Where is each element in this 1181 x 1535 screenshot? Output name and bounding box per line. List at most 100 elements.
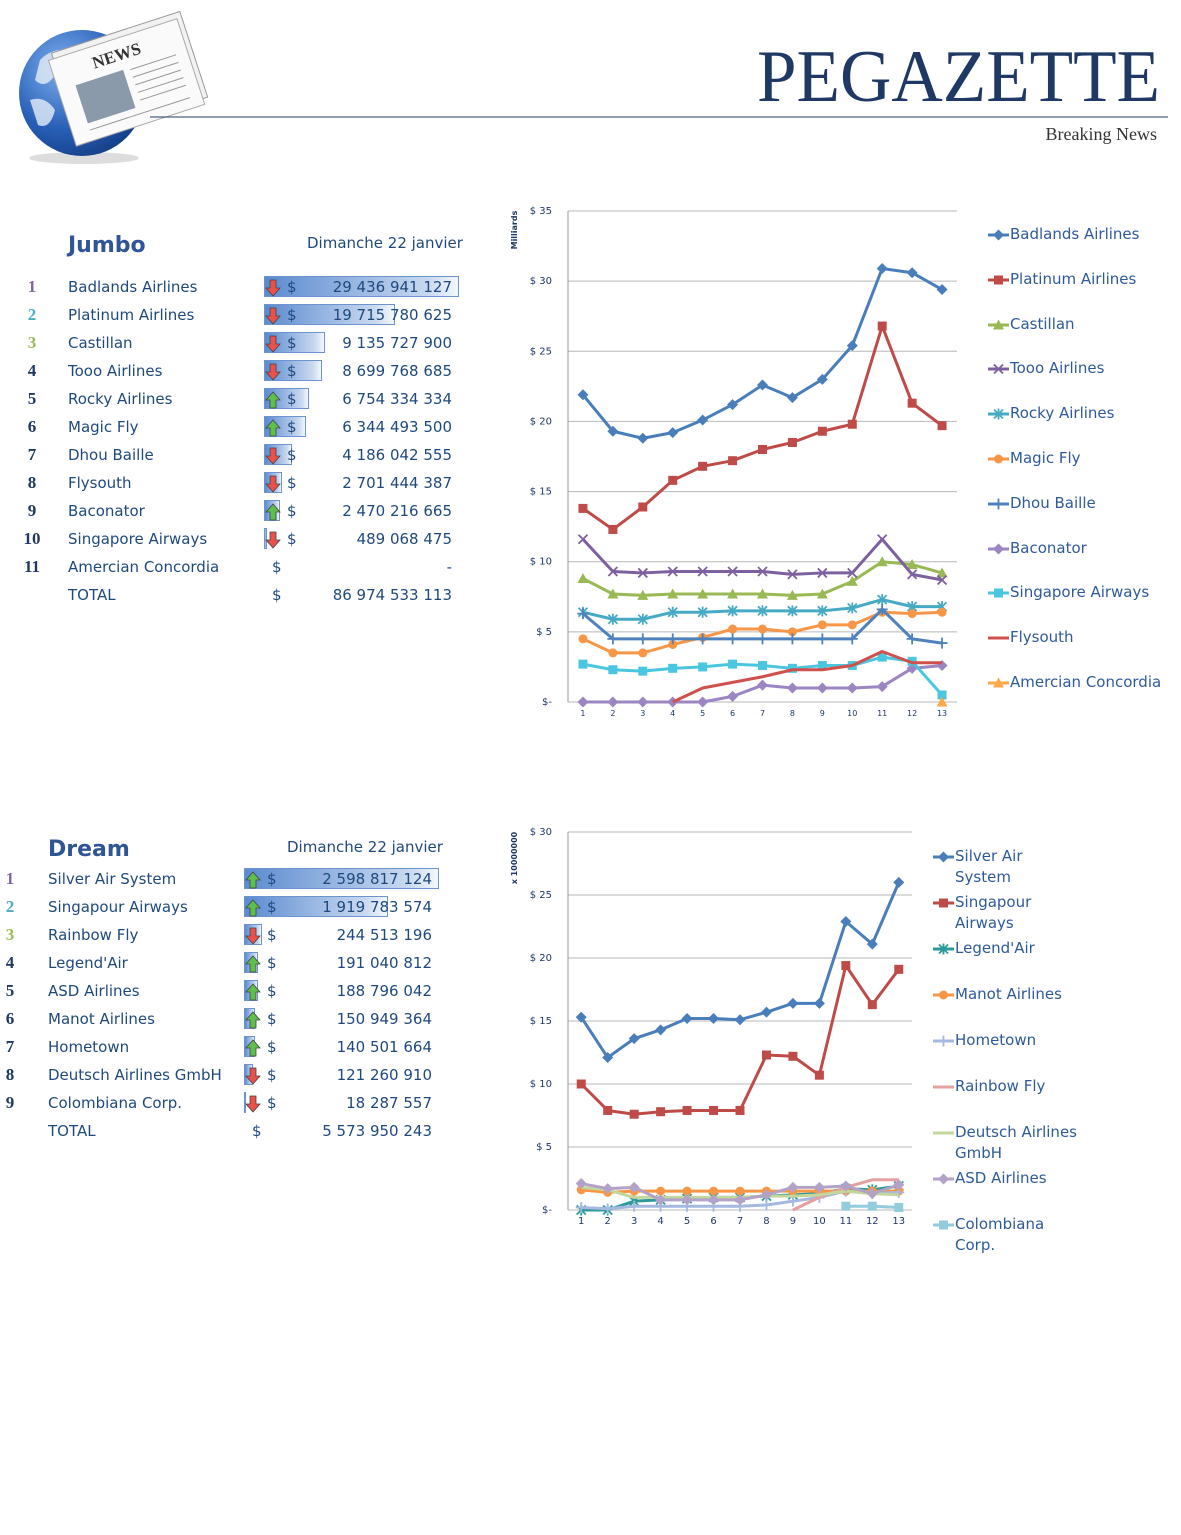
trend-arrow-icon bbox=[265, 419, 281, 437]
x-tick-label: 3 bbox=[640, 709, 645, 718]
legend-label: Magic Fly bbox=[1010, 449, 1081, 467]
point-marker bbox=[787, 997, 799, 1009]
point-marker bbox=[735, 1105, 745, 1115]
point-marker bbox=[894, 1202, 904, 1212]
point-marker bbox=[813, 1181, 825, 1193]
y-axis-label: x 10000000 bbox=[510, 831, 519, 884]
point-marker bbox=[939, 898, 948, 908]
trend-arrow bbox=[265, 391, 281, 409]
legend-label: Badlands Airlines bbox=[1010, 225, 1140, 243]
rank: 6 bbox=[5, 1009, 15, 1028]
rank: 4 bbox=[5, 953, 15, 972]
trend-arrow bbox=[245, 899, 261, 917]
currency: $ bbox=[287, 418, 297, 436]
point-marker bbox=[637, 696, 649, 708]
point-marker bbox=[787, 569, 798, 580]
arrow-shape bbox=[265, 531, 281, 549]
currency: $ bbox=[267, 954, 277, 972]
series bbox=[578, 321, 947, 534]
legend-label: Baconator bbox=[1010, 538, 1087, 557]
point-marker bbox=[847, 419, 857, 429]
x-tick-label: 12 bbox=[866, 1216, 879, 1227]
legend-label: Platinum Airlines bbox=[1010, 269, 1137, 288]
amount: 9 135 727 900 bbox=[342, 334, 452, 352]
point-marker bbox=[727, 605, 738, 617]
point-marker bbox=[628, 1033, 640, 1045]
point-marker bbox=[761, 1050, 771, 1060]
point-marker bbox=[938, 851, 949, 863]
table-title: Dream bbox=[48, 837, 130, 862]
point-marker bbox=[697, 566, 708, 577]
arrow-shape bbox=[245, 1039, 261, 1057]
point-marker bbox=[608, 665, 618, 675]
x-tick-label: 5 bbox=[700, 709, 705, 718]
point-marker bbox=[708, 1012, 720, 1024]
x-tick-label: 13 bbox=[937, 709, 947, 718]
point-marker bbox=[787, 437, 797, 447]
table-date: Dimanche 22 janvier bbox=[287, 838, 443, 856]
legend-key bbox=[933, 1035, 954, 1047]
legend-label: Dhou Baille bbox=[1010, 493, 1096, 512]
amount: - bbox=[446, 558, 452, 576]
y-tick-label: $ 35 bbox=[530, 206, 552, 217]
point-marker bbox=[866, 1188, 878, 1200]
legend-key bbox=[933, 851, 954, 863]
currency: $ bbox=[287, 502, 297, 520]
point-marker bbox=[817, 661, 827, 671]
point-marker bbox=[697, 696, 709, 708]
point-marker bbox=[727, 633, 739, 645]
legend-item: Silver Air System bbox=[933, 846, 1083, 888]
currency: $ bbox=[267, 1066, 277, 1084]
trend-arrow bbox=[265, 447, 281, 465]
arrow-shape bbox=[245, 899, 261, 917]
legend-label: Tooo Airlines bbox=[1010, 359, 1105, 378]
airline-name: Flysouth bbox=[68, 474, 132, 492]
x-tick-label: 2 bbox=[605, 1216, 611, 1227]
point-marker bbox=[993, 677, 1004, 688]
point-marker bbox=[607, 588, 619, 599]
point-marker bbox=[734, 1014, 746, 1026]
x-tick-label: 7 bbox=[737, 1216, 743, 1227]
trend-arrow-icon bbox=[265, 335, 281, 353]
legend-key bbox=[988, 588, 1009, 598]
point-marker bbox=[602, 1203, 614, 1215]
legend-key bbox=[933, 1085, 954, 1089]
newspaper: NEWS bbox=[47, 10, 209, 147]
point-marker bbox=[846, 682, 858, 694]
point-marker bbox=[906, 633, 918, 645]
point-marker bbox=[867, 1000, 877, 1010]
masthead-subtitle: Breaking News bbox=[1046, 124, 1157, 144]
point-marker bbox=[577, 389, 589, 401]
legend-key bbox=[988, 229, 1009, 241]
amount: 2 701 444 387 bbox=[342, 474, 452, 492]
point-marker bbox=[907, 609, 917, 619]
legend-label: Deutsch Airlines GmbH bbox=[955, 1123, 1077, 1162]
y-tick-label: $ 10 bbox=[530, 557, 552, 568]
trend-arrow bbox=[265, 503, 281, 521]
point-marker bbox=[638, 648, 648, 658]
point-marker bbox=[607, 633, 619, 645]
legend-item: Colombiana Corp. bbox=[933, 1214, 1083, 1256]
point-marker bbox=[787, 605, 798, 617]
amount: 140 501 664 bbox=[336, 1038, 432, 1056]
x-tick-label: 7 bbox=[760, 709, 765, 718]
point-marker bbox=[893, 876, 905, 888]
airline-name: Castillan bbox=[68, 334, 133, 352]
x-tick-label: 6 bbox=[730, 709, 735, 718]
trend-arrow-icon bbox=[245, 955, 261, 973]
legend-key bbox=[933, 898, 954, 908]
data-bar bbox=[264, 276, 459, 297]
currency: $ bbox=[287, 362, 297, 380]
legend-key bbox=[988, 454, 1009, 464]
trend-arrow bbox=[245, 955, 261, 973]
point-marker bbox=[728, 456, 738, 466]
point-marker bbox=[893, 1179, 905, 1191]
point-marker bbox=[846, 575, 858, 586]
legend-label: ASD Airlines bbox=[955, 1169, 1047, 1187]
airline-name: Rocky Airlines bbox=[68, 390, 173, 408]
globe-shadow bbox=[29, 152, 139, 164]
point-marker bbox=[667, 427, 679, 439]
arrow-shape bbox=[245, 983, 261, 1001]
arrow-shape bbox=[265, 447, 281, 465]
amount: 150 949 364 bbox=[336, 1010, 432, 1028]
